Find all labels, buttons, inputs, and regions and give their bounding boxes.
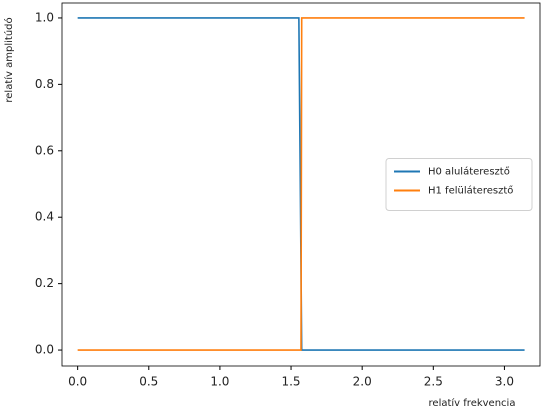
x-axis-label: relatív frekvencia [429, 397, 516, 409]
line [77, 17, 525, 351]
legend-label: H0 aluláteresztő [428, 166, 510, 178]
y-tick-label: 1.0 [35, 10, 54, 24]
legend-label: H1 felüláteresztő [428, 185, 513, 197]
x-tick-label: 0.0 [68, 375, 87, 389]
x-tick-label: 2.0 [353, 375, 372, 389]
x-tick-label: 2.5 [424, 375, 443, 389]
plot-frame [61, 2, 541, 367]
y-axis-label: relatív amplitúdó [3, 17, 15, 102]
y-tick-label: 0.4 [35, 210, 54, 224]
line [77, 17, 525, 351]
x-tick-label: 1.0 [210, 375, 229, 389]
y-tick-label: 0.6 [35, 143, 54, 157]
x-tick-label: 1.5 [281, 375, 300, 389]
x-tick-label: 3.0 [495, 375, 514, 389]
legend-box [385, 158, 533, 211]
y-tick-label: 0.2 [35, 276, 54, 290]
y-tick-label: 0.8 [35, 77, 54, 91]
x-tick-label: 0.5 [139, 375, 158, 389]
y-tick-label: 0.0 [35, 343, 54, 357]
